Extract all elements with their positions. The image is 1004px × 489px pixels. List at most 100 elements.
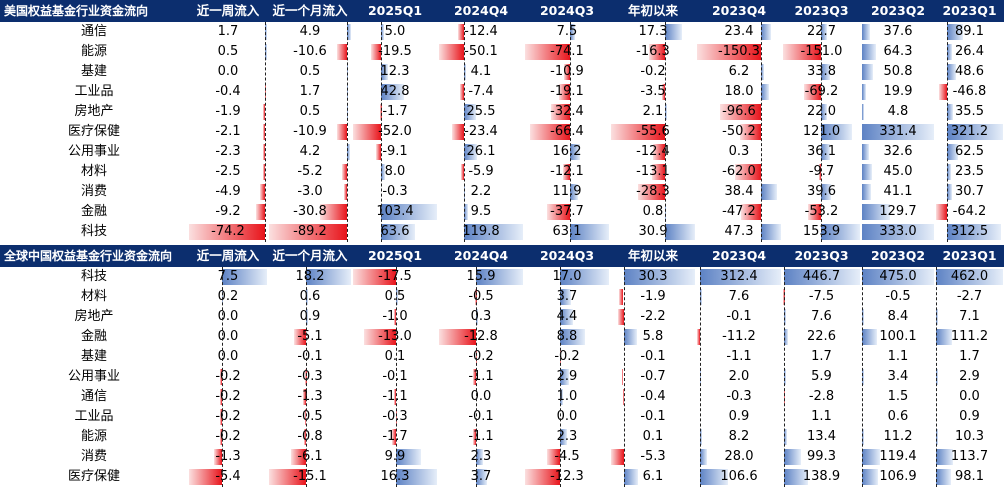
row-label: 房地产 [74,104,114,119]
cell-value: 26.4 [955,44,984,59]
positive-bar [699,449,708,465]
cell-value: 1.1 [811,409,832,424]
column-header: 近一周流入 [196,3,260,18]
cell-value: 0.6 [887,409,909,424]
data-cell: -13.0 [352,327,438,347]
data-cell: 19.9 [861,82,935,102]
data-cell: 17.3 [610,22,696,42]
cell-value: -50.1 [464,44,498,59]
data-cell: 119.8 [438,222,524,242]
positive-bar [463,64,466,80]
positive-bar [396,469,437,485]
data-cell: 30.9 [610,222,696,242]
negative-bar [439,329,477,345]
cell-value: 321.2 [950,124,989,139]
row-label: 金融 [80,329,107,344]
cell-value: -46.8 [952,84,987,99]
negative-bar [380,104,382,120]
negative-bar [393,389,397,405]
data-cell: 475.0 [861,267,935,287]
table-title: 全球中国权益基金行业资金流向 [4,249,173,263]
cell-value: 0.0 [217,64,239,79]
data-cell: -12.8 [438,327,524,347]
table-row: 能源 0.5 -10.6 -19.5 -50.1 -74.1 -16.3 -150.3 -151… [0,42,1004,62]
data-cell: -0.2 [610,62,696,82]
positive-bar [947,224,1002,240]
negative-bar [460,84,464,100]
cell-value: -1.1 [726,349,752,364]
table-row: 房地产 0.0 0.9 -1.0 0.3 4.4 -2.2 -0.1 7.6 8.4 7.1 [0,307,1004,327]
data-cell: 48.6 [935,62,1004,82]
cell-value: -19.1 [550,84,584,99]
cell-value: 2.9 [959,369,980,384]
data-cell: 0.8 [610,202,696,222]
positive-bar [784,449,802,465]
cell-value: -11.2 [722,329,756,344]
cell-value: 4.2 [299,144,321,159]
cell-value: -1.1 [382,389,408,404]
cell-value: -4.5 [554,449,580,464]
cell-value: 18.2 [295,269,325,284]
cell-value: 2.2 [470,184,492,199]
data-cell: 13.4 [782,427,861,447]
data-cell: 6.2 [696,62,782,82]
cell-value: -5.2 [297,164,323,179]
cell-value: -1.0 [382,309,408,324]
data-cell: -23.4 [438,122,524,142]
data-cell: 2.3 [438,447,524,467]
positive-bar [760,24,771,40]
cell-value: 4.9 [299,24,321,39]
cell-value: -17.5 [378,269,412,284]
data-cell: 89.1 [935,22,1004,42]
data-cell: 0.2 [188,287,268,307]
data-cell: -32.4 [524,102,610,122]
cell-value: 16.2 [552,144,582,159]
column-header: 近一个月流入 [272,248,348,263]
data-cell: -10.9 [524,62,610,82]
data-cell: -0.3 [268,367,352,387]
data-cell: -5.4 [188,467,268,487]
negative-bar [783,289,785,305]
data-cell: -3.5 [610,82,696,102]
cell-value: 8.8 [556,329,578,344]
data-cell: -1.9 [188,102,268,122]
data-cell: -1.3 [268,387,352,407]
data-cell: 1.7 [782,347,861,367]
cell-value: 1.7 [217,24,239,39]
zero-axis-line [936,267,938,487]
data-cell: -1.7 [352,102,438,122]
cell-value: 89.1 [955,24,984,39]
column-header: 2023Q4 [711,248,767,263]
data-cell: 32.6 [861,142,935,162]
cell-value: -3.5 [640,84,666,99]
cell-value: -64.2 [952,204,987,219]
data-cell: -2.5 [188,162,268,182]
zero-axis-line [947,22,949,242]
positive-bar [862,64,873,80]
positive-bar [936,449,953,465]
negative-bar [220,429,222,445]
zero-axis-line [784,267,786,487]
cell-value: -37.7 [550,204,584,219]
data-cell: -0.2 [524,347,610,367]
data-cell: 7.5 [188,267,268,287]
data-cell: -47.2 [696,202,782,222]
positive-bar [570,224,609,240]
negative-bar [304,429,307,445]
negative-bar [262,144,266,160]
data-cell: -12.3 [524,467,610,487]
positive-bar [381,204,437,220]
negative-bar [337,44,347,60]
cell-value: 22.6 [807,329,836,344]
data-cell: 0.0 [188,327,268,347]
cell-value: -10.9 [293,124,327,139]
cell-value: 3.7 [556,289,578,304]
cell-value: 119.8 [462,224,500,239]
negative-bar [460,164,464,180]
column-header: 2023Q3 [794,3,849,18]
cell-value: -2.2 [640,309,666,324]
cell-value: -0.5 [297,409,323,424]
data-cell: 7.1 [935,307,1004,327]
row-label: 基建 [80,349,107,364]
cell-value: 17.3 [638,24,668,39]
